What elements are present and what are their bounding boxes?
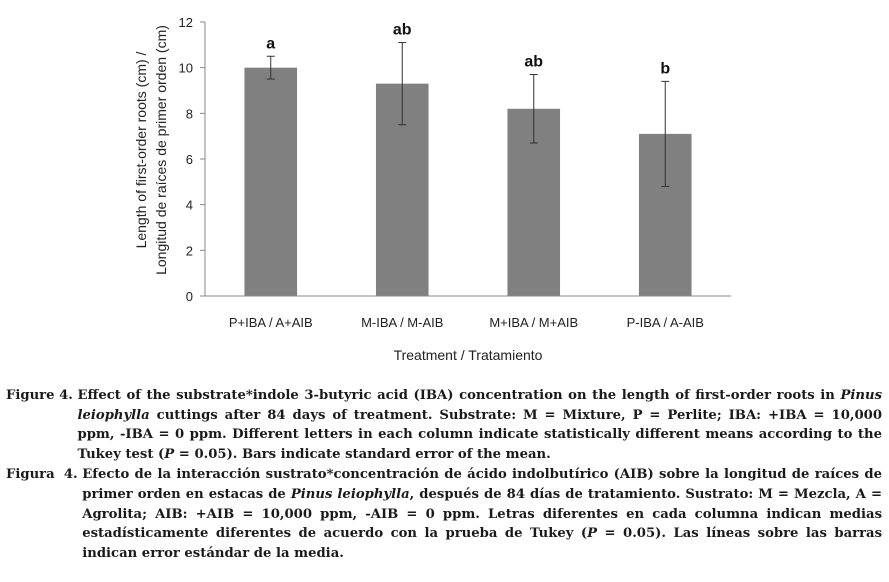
x-tick-label: P+IBA / A+AIB [229, 315, 313, 330]
y-tick-label: 10 [179, 61, 193, 76]
y-tick-label: 12 [179, 15, 193, 30]
figure-caption: Figure 4. Effect of the substrate*indole… [6, 386, 882, 564]
y-axis-label-line-2: Longitud de raíces de primer orden (cm) [153, 25, 169, 275]
x-tick-label: M+IBA / M+AIB [489, 315, 578, 330]
x-axis: P+IBA / A+AIB M-IBA / M-AIB M+IBA / M+AIB P… [205, 295, 731, 330]
caption-spanish-label: Figura 4. [6, 467, 83, 483]
caption-es-part: Efecto de la interacción sustrato*concen… [82, 467, 882, 502]
y-tick-label: 8 [186, 106, 193, 121]
x-tick-label: M-IBA / M-AIB [361, 315, 443, 330]
y-tick-label: 4 [186, 198, 193, 213]
caption-en-part: cuttings after 84 days of treatment. Sub… [77, 407, 882, 462]
caption-english: Figure 4. Effect of the substrate*indole… [6, 386, 882, 464]
y-axis: 0 2 4 6 8 10 12 [179, 15, 206, 304]
caption-en-part: = 0.05). Bars indicate standard error of… [174, 446, 551, 462]
bar-chart: 0 2 4 6 8 10 12 a ab ab b P+IBA / A+AIB M-IBA / M-… [133, 15, 731, 363]
caption-es-species: Pinus leiophylla [290, 486, 410, 502]
caption-es-part: = 0.05). Las líneas sobre las barras ind… [82, 526, 882, 561]
caption-english-text: Effect of the substrate*indole 3-butyric… [77, 386, 882, 464]
y-axis-label-line-1: Length of first-order roots (cm) / [133, 51, 149, 248]
caption-en-part: Effect of the substrate*indole 3-butyric… [77, 388, 841, 403]
bars: a ab ab b [244, 22, 692, 297]
significance-letter: ab [393, 22, 412, 39]
y-tick-label: 0 [186, 289, 193, 304]
significance-letter: ab [524, 54, 543, 71]
caption-spanish: Figura 4. Efecto de la interacción sustr… [6, 465, 882, 563]
y-tick-label: 6 [186, 152, 193, 167]
caption-es-p: P [587, 526, 598, 542]
caption-en-p: P [164, 446, 175, 462]
caption-es-part: , después de 84 días de tratamiento. Sus… [82, 486, 882, 542]
x-tick-label: P-IBA / A-AIB [627, 315, 704, 330]
x-axis-label: Treatment / Tratamiento [394, 347, 543, 363]
bar [244, 67, 298, 297]
significance-letter: b [660, 60, 670, 77]
significance-letter: a [266, 35, 275, 52]
y-tick-label: 2 [186, 243, 193, 258]
caption-spanish-text: Efecto de la interacción sustrato*concen… [82, 465, 882, 563]
caption-english-label: Figure 4. [6, 388, 78, 403]
caption-en-species: Pinus leiophylla [77, 388, 882, 423]
